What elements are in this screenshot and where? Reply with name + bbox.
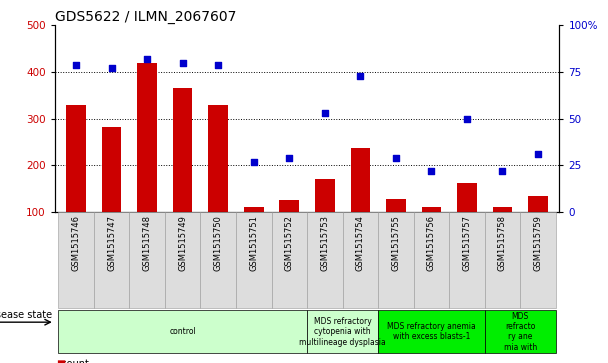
Point	[178, 60, 187, 66]
Text: GSM1515756: GSM1515756	[427, 215, 436, 271]
Text: MDS
refracto
ry ane
mia with: MDS refracto ry ane mia with	[503, 312, 537, 352]
Text: GSM1515753: GSM1515753	[320, 215, 330, 271]
Text: GDS5622 / ILMN_2067607: GDS5622 / ILMN_2067607	[55, 11, 236, 24]
Text: GSM1515749: GSM1515749	[178, 215, 187, 271]
FancyBboxPatch shape	[413, 212, 449, 308]
Text: ■: ■	[56, 359, 65, 363]
Text: GSM1515754: GSM1515754	[356, 215, 365, 271]
Point	[320, 110, 330, 116]
Text: GSM1515750: GSM1515750	[213, 215, 223, 271]
Bar	[209, 105, 228, 258]
Point	[71, 62, 81, 68]
Text: MDS refractory
cytopenia with
multilineage dysplasia: MDS refractory cytopenia with multilinea…	[299, 317, 386, 347]
FancyBboxPatch shape	[94, 212, 130, 308]
Text: GSM1515747: GSM1515747	[107, 215, 116, 271]
Text: GSM1515757: GSM1515757	[463, 215, 471, 271]
Point	[462, 116, 472, 122]
Bar	[102, 127, 122, 258]
Point	[356, 73, 365, 79]
Bar	[66, 105, 86, 258]
Bar	[173, 88, 192, 258]
Point	[533, 151, 543, 157]
Text: disease state: disease state	[0, 310, 52, 320]
Text: GSM1515746: GSM1515746	[72, 215, 80, 271]
Point	[497, 168, 507, 174]
Point	[107, 65, 117, 71]
Bar	[386, 199, 406, 258]
FancyBboxPatch shape	[236, 212, 272, 308]
Bar	[492, 207, 513, 258]
FancyBboxPatch shape	[201, 212, 236, 308]
Point	[249, 159, 258, 164]
Text: MDS refractory anemia
with excess blasts-1: MDS refractory anemia with excess blasts…	[387, 322, 476, 342]
FancyBboxPatch shape	[130, 212, 165, 308]
Bar	[528, 196, 548, 258]
Point	[391, 155, 401, 161]
Point	[213, 62, 223, 68]
Point	[427, 168, 437, 174]
Point	[142, 56, 152, 62]
Text: GSM1515759: GSM1515759	[534, 215, 542, 271]
Bar	[351, 148, 370, 258]
Text: GSM1515751: GSM1515751	[249, 215, 258, 271]
Bar	[244, 207, 263, 258]
Text: count: count	[55, 359, 89, 363]
Bar	[457, 183, 477, 258]
FancyBboxPatch shape	[58, 310, 307, 353]
Bar	[137, 63, 157, 258]
FancyBboxPatch shape	[307, 310, 378, 353]
Text: GSM1515748: GSM1515748	[143, 215, 151, 271]
FancyBboxPatch shape	[165, 212, 201, 308]
FancyBboxPatch shape	[58, 212, 94, 308]
Text: GSM1515758: GSM1515758	[498, 215, 507, 271]
FancyBboxPatch shape	[520, 212, 556, 308]
Bar	[280, 200, 299, 258]
FancyBboxPatch shape	[449, 212, 485, 308]
FancyBboxPatch shape	[378, 212, 413, 308]
FancyBboxPatch shape	[342, 212, 378, 308]
FancyBboxPatch shape	[485, 212, 520, 308]
Bar	[422, 207, 441, 258]
FancyBboxPatch shape	[272, 212, 307, 308]
Point	[285, 155, 294, 161]
FancyBboxPatch shape	[378, 310, 485, 353]
FancyBboxPatch shape	[485, 310, 556, 353]
FancyBboxPatch shape	[307, 212, 342, 308]
Bar	[315, 179, 334, 258]
Text: control: control	[169, 327, 196, 336]
Text: GSM1515752: GSM1515752	[285, 215, 294, 271]
Text: GSM1515755: GSM1515755	[392, 215, 401, 271]
